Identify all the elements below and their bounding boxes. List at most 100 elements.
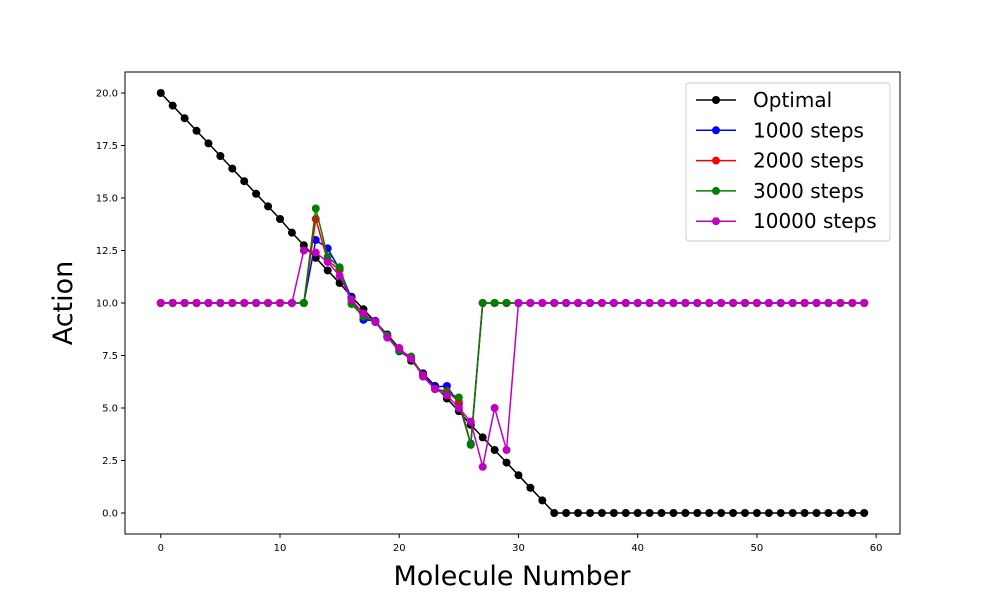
data-point-10000-steps bbox=[741, 299, 749, 307]
data-point-optimal bbox=[657, 509, 666, 517]
data-point-optimal bbox=[776, 509, 785, 517]
legend-marker-optimal bbox=[712, 96, 720, 104]
data-point-10000-steps bbox=[776, 299, 785, 307]
data-point-optimal bbox=[192, 126, 201, 135]
y-tick-label: 17.5 bbox=[96, 141, 118, 152]
data-point-10000-steps bbox=[490, 404, 499, 412]
y-tick-label: 15.0 bbox=[96, 194, 118, 205]
data-point-10000-steps bbox=[276, 299, 284, 307]
data-point-optimal bbox=[812, 509, 821, 517]
data-point-10000-steps bbox=[419, 372, 428, 381]
data-point-optimal bbox=[526, 483, 535, 492]
data-point-3000-steps bbox=[335, 263, 344, 272]
data-point-10000-steps bbox=[538, 299, 547, 307]
data-point-optimal bbox=[705, 509, 714, 517]
data-point-optimal bbox=[264, 202, 273, 211]
y-tick-label: 2.5 bbox=[102, 456, 118, 467]
data-point-optimal bbox=[180, 114, 189, 123]
data-point-10000-steps bbox=[752, 299, 761, 307]
data-point-optimal bbox=[788, 509, 797, 517]
data-point-10000-steps bbox=[681, 299, 690, 307]
data-point-optimal bbox=[538, 496, 547, 505]
data-point-optimal bbox=[764, 509, 773, 517]
data-point-10000-steps bbox=[657, 299, 666, 307]
data-point-optimal bbox=[693, 509, 702, 517]
data-point-optimal bbox=[562, 509, 571, 517]
data-point-10000-steps bbox=[514, 299, 523, 307]
data-point-optimal bbox=[574, 509, 583, 517]
data-point-10000-steps bbox=[717, 299, 726, 307]
data-point-optimal bbox=[204, 139, 213, 148]
data-point-10000-steps bbox=[574, 299, 583, 307]
data-point-10000-steps bbox=[204, 299, 213, 307]
data-point-3000-steps bbox=[490, 299, 499, 307]
data-point-optimal bbox=[729, 509, 738, 517]
data-point-10000-steps bbox=[729, 299, 738, 307]
data-point-10000-steps bbox=[347, 295, 356, 304]
data-point-10000-steps bbox=[252, 299, 261, 307]
legend-marker-10000-steps bbox=[712, 217, 720, 226]
data-point-10000-steps bbox=[371, 317, 380, 326]
data-point-optimal bbox=[252, 189, 261, 198]
series-10000-steps bbox=[156, 246, 869, 471]
data-point-optimal bbox=[717, 509, 726, 517]
data-point-3000-steps bbox=[311, 204, 320, 213]
data-point-3000-steps bbox=[454, 393, 463, 402]
data-point-optimal bbox=[276, 215, 284, 223]
data-point-10000-steps bbox=[395, 344, 404, 353]
data-point-optimal bbox=[323, 266, 332, 275]
data-point-optimal bbox=[228, 164, 237, 173]
data-point-optimal bbox=[848, 509, 857, 517]
legend: Optimal 1000 steps 2000 steps 3000 steps 100… bbox=[685, 82, 891, 242]
data-point-optimal bbox=[800, 509, 809, 517]
data-point-10000-steps bbox=[192, 299, 201, 307]
data-point-10000-steps bbox=[502, 446, 511, 454]
data-point-3000-steps bbox=[478, 299, 487, 307]
x-axis-title: Molecule Number bbox=[393, 561, 631, 592]
data-point-10000-steps bbox=[240, 299, 249, 307]
data-point-10000-steps bbox=[168, 299, 177, 307]
data-point-10000-steps bbox=[645, 299, 654, 307]
data-point-10000-steps bbox=[383, 333, 392, 342]
x-tick-label: 10 bbox=[274, 543, 287, 554]
data-point-optimal bbox=[586, 509, 594, 517]
data-point-10000-steps bbox=[431, 385, 439, 394]
x-tick-label: 0 bbox=[158, 543, 164, 554]
data-point-10000-steps bbox=[693, 299, 702, 307]
data-point-10000-steps bbox=[788, 299, 797, 307]
data-point-optimal bbox=[741, 509, 749, 517]
data-point-optimal bbox=[633, 509, 642, 517]
data-point-10000-steps bbox=[299, 246, 308, 255]
data-point-10000-steps bbox=[359, 309, 368, 318]
data-point-optimal bbox=[490, 446, 499, 454]
data-point-10000-steps bbox=[287, 299, 296, 307]
y-tick-label: 20.0 bbox=[96, 89, 118, 100]
data-point-10000-steps bbox=[586, 299, 594, 307]
series-layer bbox=[156, 89, 869, 517]
data-point-10000-steps bbox=[836, 299, 845, 307]
data-point-10000-steps bbox=[442, 391, 451, 400]
data-point-optimal bbox=[836, 509, 845, 517]
data-point-10000-steps bbox=[311, 248, 320, 257]
data-point-10000-steps bbox=[180, 299, 189, 307]
data-point-10000-steps bbox=[454, 404, 463, 412]
data-point-optimal bbox=[216, 152, 225, 160]
y-tick-label: 10.0 bbox=[96, 299, 118, 310]
data-point-optimal bbox=[752, 509, 761, 517]
data-point-optimal bbox=[514, 471, 523, 480]
data-point-10000-steps bbox=[669, 299, 678, 307]
y-tick-label: 7.5 bbox=[102, 351, 118, 362]
legend-label-3000-steps: 3000 steps bbox=[753, 179, 864, 203]
legend-label-1000-steps: 1000 steps bbox=[753, 118, 864, 142]
data-point-optimal bbox=[645, 509, 654, 517]
data-point-10000-steps bbox=[562, 299, 571, 307]
x-tick-label: 40 bbox=[631, 543, 644, 554]
data-point-10000-steps bbox=[335, 271, 344, 280]
y-axis: 0.0 2.5 5.0 7.5 10.0 12.5 15.0 17.5 20.0 bbox=[96, 89, 125, 520]
data-point-optimal bbox=[681, 509, 690, 517]
data-point-10000-steps bbox=[764, 299, 773, 307]
data-point-10000-steps bbox=[848, 299, 857, 307]
data-point-10000-steps bbox=[621, 299, 630, 307]
y-tick-label: 0.0 bbox=[102, 509, 118, 520]
